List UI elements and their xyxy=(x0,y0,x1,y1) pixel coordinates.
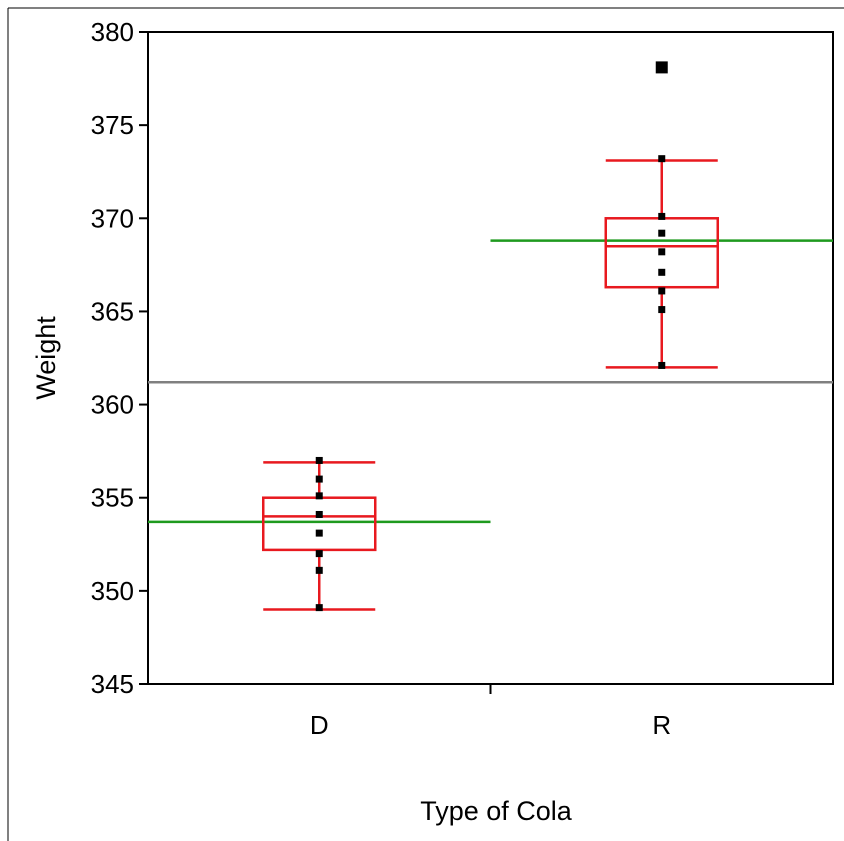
data-point xyxy=(315,604,323,612)
data-point xyxy=(658,155,666,163)
data-point xyxy=(658,306,666,314)
data-point xyxy=(658,229,666,237)
data-point xyxy=(315,566,323,574)
y-tick-label: 360 xyxy=(91,390,134,420)
plot-area xyxy=(147,31,834,685)
axes: 345 350 355 360 365 370 375 380 D R xyxy=(91,17,672,740)
outlier-point xyxy=(655,61,668,74)
data-point xyxy=(315,529,323,537)
x-axis-title: Type of Cola xyxy=(420,796,573,826)
data-point xyxy=(658,212,666,220)
y-tick-label: 355 xyxy=(91,483,134,513)
data-point xyxy=(315,510,323,518)
y-tick-label: 345 xyxy=(91,669,134,699)
y-tick-label: 380 xyxy=(91,17,134,47)
y-tick-label: 370 xyxy=(91,203,134,233)
data-point xyxy=(315,475,323,483)
y-tick-label: 375 xyxy=(91,110,134,140)
plot-frame xyxy=(147,31,834,685)
y-axis-title: Weight xyxy=(31,316,61,400)
chart-marks xyxy=(148,61,833,612)
data-point xyxy=(658,248,666,256)
x-tick-label: D xyxy=(310,710,329,740)
data-point xyxy=(315,550,323,558)
y-tick-label: 365 xyxy=(91,296,134,326)
data-point xyxy=(315,456,323,464)
data-point xyxy=(658,268,666,276)
data-point xyxy=(658,361,666,369)
data-point xyxy=(315,492,323,500)
y-tick-label: 350 xyxy=(91,576,134,606)
data-point xyxy=(658,287,666,295)
box-iqr xyxy=(262,496,377,552)
x-tick-label: R xyxy=(652,710,671,740)
